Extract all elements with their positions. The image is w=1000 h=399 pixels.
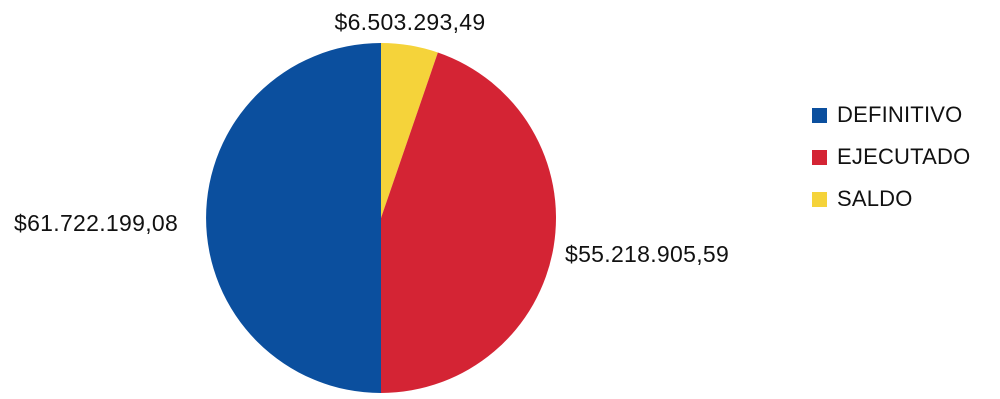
legend-label-definitivo: DEFINITIVO xyxy=(837,102,963,127)
pie-slice-definitivo xyxy=(206,43,381,393)
data-label-saldo: $6.503.293,49 xyxy=(335,9,486,35)
chart-legend: DEFINITIVO EJECUTADO SALDO xyxy=(812,100,970,214)
legend-item-saldo: SALDO xyxy=(812,184,970,214)
pie-slices xyxy=(206,43,556,394)
legend-label-saldo: SALDO xyxy=(837,186,913,211)
legend-swatch-ejecutado xyxy=(812,149,827,165)
pie-slice-ejecutado xyxy=(381,52,556,394)
pie-slice-saldo xyxy=(381,43,438,218)
data-label-ejecutado: $55.218.905,59 xyxy=(565,241,729,267)
legend-item-ejecutado: EJECUTADO xyxy=(812,142,970,172)
data-label-definitivo: $61.722.199,08 xyxy=(14,210,178,236)
legend-item-definitivo: DEFINITIVO xyxy=(812,100,970,130)
legend-swatch-saldo xyxy=(812,191,827,207)
legend-swatch-definitivo xyxy=(812,107,827,123)
pie-data-labels: $61.722.199,08 $55.218.905,59 $6.503.293,4… xyxy=(14,9,729,267)
legend-label-ejecutado: EJECUTADO xyxy=(837,144,971,169)
